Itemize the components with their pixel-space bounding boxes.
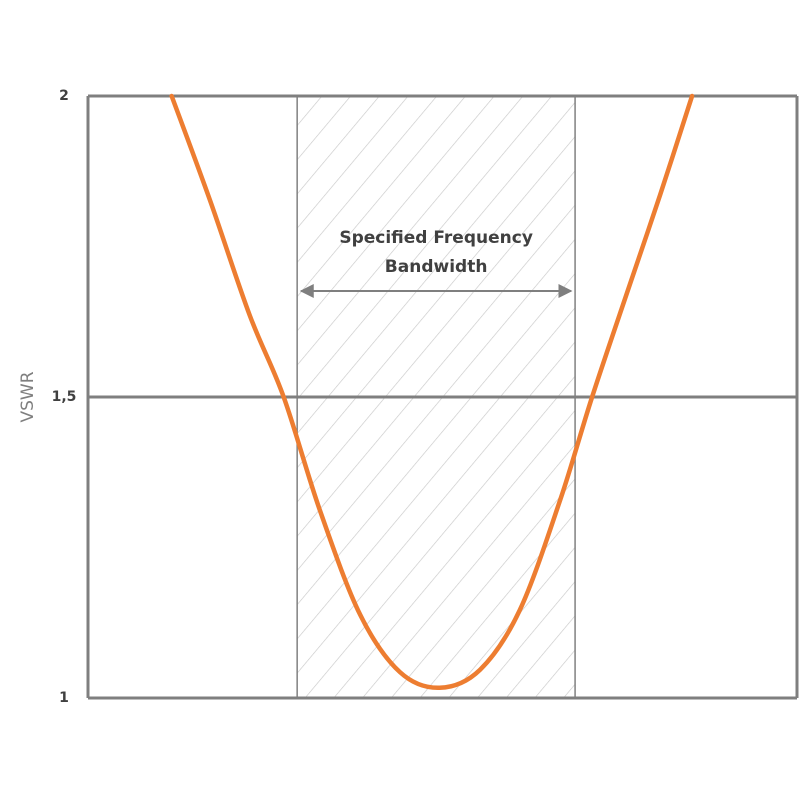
y-tick-label: 2: [59, 88, 69, 104]
y-tick-label: 1: [59, 690, 69, 706]
annotation: Bandwidth: [385, 257, 488, 277]
y-tick-label: 1,5: [52, 389, 77, 405]
annotation: Specified Frequency: [339, 228, 533, 248]
vswr-curve: [169, 93, 695, 691]
y-axis-label: VSWR: [18, 371, 38, 422]
